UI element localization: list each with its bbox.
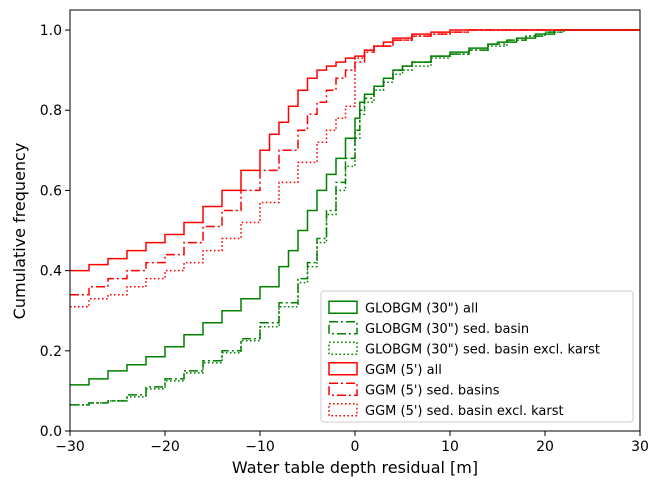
y-tick-label: 0.6 (40, 183, 62, 199)
x-axis-ticks: −30 −20 −10 0 10 20 30 (55, 431, 649, 455)
y-tick-label: 1.0 (40, 23, 62, 39)
legend-box (320, 290, 634, 423)
x-tick-label: −30 (55, 439, 85, 455)
legend: GLOBGM (30") all GLOBGM (30") sed. basin G… (320, 290, 634, 423)
series-line-6 (70, 29, 640, 308)
legend-swatch (328, 362, 358, 376)
series-line-5 (70, 29, 640, 296)
x-axis-label: Water table depth residual [m] (232, 458, 478, 477)
y-tick-label: 0.4 (40, 264, 62, 280)
x-tick-label: 30 (631, 439, 649, 455)
y-tick-label: 0.0 (40, 424, 62, 440)
y-axis-label: Cumulative frequency (10, 143, 29, 320)
legend-label: GGM (5') sed. basins (365, 383, 500, 398)
x-tick-label: 0 (351, 439, 360, 455)
legend-label: GGM (5') sed. basin excl. karst (365, 404, 564, 419)
series-line-3 (70, 29, 640, 406)
legend-swatch (328, 300, 358, 314)
legend-swatch (328, 382, 358, 396)
y-axis-ticks: 0.0 0.2 0.4 0.6 0.8 1.0 (40, 23, 70, 440)
x-tick-label: 10 (441, 439, 459, 455)
x-tick-label: −10 (245, 439, 275, 455)
series-line-4 (70, 29, 640, 272)
y-tick-label: 0.8 (40, 103, 62, 119)
y-tick-label: 0.2 (40, 344, 62, 360)
legend-label: GGM (5') all (365, 363, 442, 378)
legend-label: GLOBGM (30") sed. basin excl. karst (365, 342, 600, 357)
series-layer (70, 29, 640, 406)
legend-label: GLOBGM (30") all (365, 301, 478, 316)
x-tick-label: −20 (150, 439, 180, 455)
legend-swatch (328, 321, 358, 335)
legend-label: GLOBGM (30") sed. basin (365, 322, 529, 337)
x-tick-label: 20 (536, 439, 554, 455)
